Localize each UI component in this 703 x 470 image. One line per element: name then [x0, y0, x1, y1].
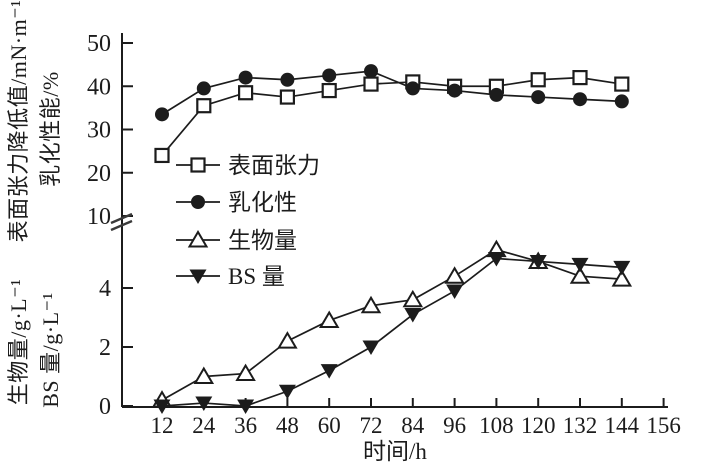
marker-square-open-icon — [279, 89, 295, 105]
marker-triangle-open-icon — [611, 269, 633, 287]
legend-label-surface-tension: 表面张力 — [228, 153, 320, 178]
y-axis-title-emulsification-performance: 乳化性能/% — [38, 71, 63, 186]
marker-square-open-icon — [572, 69, 588, 86]
marker-circle-filled-icon — [405, 81, 420, 96]
marker-triangle-filled-icon — [320, 364, 338, 379]
marker-triangle-open-icon — [318, 310, 340, 328]
y-axis-title-surface-tension-reduction: 表面张力降低值/mN·m⁻¹ — [6, 0, 31, 242]
x-tick-label: 108 — [479, 413, 514, 438]
marker-triangle-open-icon — [235, 363, 256, 382]
marker-circle-filled-icon — [531, 90, 546, 105]
x-tick-label: 36 — [234, 413, 257, 438]
x-tick-label: 24 — [192, 413, 216, 438]
marker-triangle-filled-icon — [446, 284, 464, 299]
y-tick-label: 50 — [87, 31, 111, 57]
axis-break-icon — [110, 212, 133, 225]
y-tick-label: 2 — [99, 335, 111, 361]
x-axis-title: 时间/h — [363, 439, 427, 464]
marker-square-open-icon — [190, 157, 206, 173]
marker-triangle-filled-icon — [362, 340, 380, 355]
marker-square-open-icon — [238, 85, 254, 101]
series-line-emulsification — [161, 70, 622, 116]
marker-triangle-open-icon — [187, 230, 209, 248]
marker-triangle-filled-icon — [237, 399, 255, 414]
x-tick-label: 12 — [151, 413, 174, 438]
y-tick-label: 10 — [87, 204, 111, 230]
marker-square-open-icon — [614, 76, 630, 92]
y-tick-label: 30 — [87, 118, 111, 144]
y-tick-label: 0 — [99, 394, 111, 420]
marker-circle-filled-icon — [573, 92, 587, 107]
x-tick-label: 60 — [318, 413, 341, 438]
legend-label-emulsification: 乳化性 — [228, 190, 297, 215]
x-tick-label: 120 — [521, 413, 556, 438]
marker-circle-filled-icon — [322, 68, 337, 83]
x-tick-label: 72 — [360, 413, 383, 438]
marker-square-open-icon — [154, 147, 170, 164]
marker-triangle-open-icon — [444, 266, 465, 284]
x-tick-label: 96 — [443, 413, 466, 438]
y-axis-title-biomass: 生物量/g·L⁻¹ — [6, 279, 31, 406]
y-tick-label: 20 — [87, 161, 111, 187]
marker-triangle-filled-icon — [529, 254, 547, 270]
marker-circle-filled-icon — [196, 81, 211, 96]
y-tick-label: 40 — [87, 74, 111, 100]
marker-square-open-icon — [363, 76, 379, 92]
marker-triangle-filled-icon — [189, 269, 207, 284]
marker-circle-filled-icon — [614, 94, 629, 109]
series-line-surface-tension — [161, 76, 622, 156]
x-tick-label: 144 — [605, 413, 640, 438]
marker-square-open-icon — [530, 72, 546, 88]
x-tick-label: 84 — [401, 413, 425, 438]
y-axis-title-bs-amount: BS 量/g·L⁻¹ — [38, 292, 63, 408]
marker-circle-filled-icon — [447, 83, 462, 98]
series-line-bs-amount — [161, 257, 622, 407]
legend-label-bs-amount: BS 量 — [228, 264, 285, 289]
x-tick-label: 48 — [276, 413, 299, 438]
marker-circle-filled-icon — [489, 87, 504, 102]
axis-break-icon — [110, 219, 133, 232]
marker-triangle-open-icon — [402, 289, 424, 308]
marker-circle-filled-icon — [238, 70, 253, 85]
legend-label-biomass: 生物量 — [228, 228, 297, 253]
marker-circle-filled-icon — [191, 195, 205, 209]
marker-circle-filled-icon — [280, 72, 295, 87]
y-tick-label: 4 — [99, 276, 111, 302]
marker-triangle-filled-icon — [487, 252, 505, 267]
x-tick-label: 132 — [563, 413, 598, 438]
marker-square-open-icon — [321, 82, 337, 99]
marker-triangle-open-icon — [193, 366, 215, 384]
marker-triangle-open-icon — [277, 331, 298, 349]
x-tick-label: 156 — [646, 413, 681, 438]
marker-circle-filled-icon — [364, 64, 378, 79]
marker-triangle-filled-icon — [613, 260, 631, 276]
marker-triangle-filled-icon — [195, 396, 213, 412]
marker-triangle-filled-icon — [404, 308, 422, 323]
marker-triangle-filled-icon — [571, 257, 589, 273]
marker-triangle-filled-icon — [153, 399, 171, 414]
marker-circle-filled-icon — [155, 107, 169, 122]
marker-square-open-icon — [196, 98, 212, 114]
marker-triangle-open-icon — [569, 266, 591, 284]
marker-triangle-filled-icon — [278, 384, 296, 400]
marker-triangle-open-icon — [360, 295, 382, 314]
